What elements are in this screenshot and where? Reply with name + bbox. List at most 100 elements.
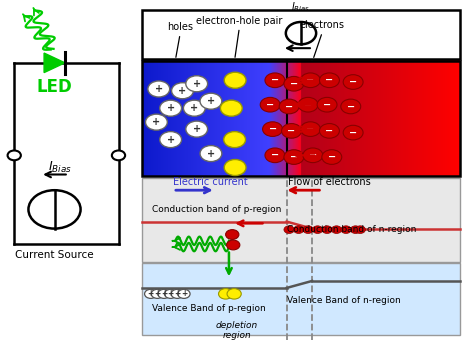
Circle shape: [263, 122, 283, 136]
Text: electrons: electrons: [300, 20, 345, 30]
Text: +: +: [207, 96, 215, 106]
Text: +: +: [181, 289, 187, 298]
Text: −: −: [287, 126, 296, 136]
Text: +: +: [167, 289, 174, 298]
Circle shape: [301, 73, 320, 88]
Text: Current Source: Current Source: [15, 250, 94, 260]
Text: −: −: [285, 102, 293, 111]
Text: −: −: [271, 75, 279, 85]
Text: −: −: [325, 75, 334, 85]
Circle shape: [265, 148, 285, 163]
Text: −: −: [328, 152, 336, 162]
Text: −: −: [306, 124, 315, 134]
Text: depletion
region: depletion region: [216, 321, 258, 340]
Circle shape: [200, 93, 222, 109]
Circle shape: [158, 289, 170, 298]
Text: +: +: [161, 289, 167, 298]
Text: +: +: [152, 117, 161, 127]
Text: Conduction band of p-region: Conduction band of p-region: [152, 205, 281, 214]
Text: +: +: [155, 84, 163, 94]
Text: Electric current: Electric current: [173, 177, 248, 187]
Text: +: +: [154, 289, 161, 298]
Circle shape: [319, 73, 339, 88]
Text: −: −: [309, 150, 317, 160]
Text: +: +: [190, 103, 199, 113]
Text: +: +: [166, 103, 175, 113]
Circle shape: [260, 97, 280, 112]
Circle shape: [343, 75, 363, 89]
Circle shape: [151, 289, 164, 298]
Circle shape: [200, 146, 222, 162]
Circle shape: [171, 289, 183, 298]
Text: $I_{Bias}$: $I_{Bias}$: [292, 0, 310, 14]
Circle shape: [8, 150, 21, 160]
Circle shape: [293, 226, 304, 233]
Circle shape: [322, 226, 332, 233]
Bar: [142, 263, 460, 335]
Circle shape: [312, 226, 323, 233]
Circle shape: [224, 72, 246, 88]
Circle shape: [28, 190, 81, 229]
Text: −: −: [325, 126, 334, 136]
Circle shape: [145, 289, 157, 298]
Text: −: −: [349, 77, 357, 87]
Circle shape: [183, 100, 205, 116]
Circle shape: [227, 240, 240, 250]
Bar: [142, 10, 460, 59]
Circle shape: [164, 289, 177, 298]
Text: LED: LED: [36, 78, 73, 96]
Circle shape: [301, 122, 320, 136]
Circle shape: [317, 97, 337, 112]
Circle shape: [160, 100, 182, 116]
Circle shape: [343, 125, 363, 140]
Circle shape: [146, 114, 167, 130]
Circle shape: [341, 226, 351, 233]
Text: −: −: [304, 100, 312, 110]
Circle shape: [303, 148, 323, 163]
Text: −: −: [290, 79, 298, 89]
Text: holes: holes: [167, 22, 193, 32]
Polygon shape: [44, 53, 65, 73]
Text: −: −: [306, 75, 315, 85]
Text: electron-hole pair: electron-hole pair: [196, 16, 283, 26]
Text: $I_{Bias}$: $I_{Bias}$: [48, 160, 72, 175]
Bar: [142, 178, 460, 262]
Circle shape: [350, 226, 361, 233]
Text: +: +: [207, 149, 215, 158]
Text: Flow of electrons: Flow of electrons: [288, 177, 371, 187]
Text: Conduction band of n-region: Conduction band of n-region: [287, 225, 416, 234]
Circle shape: [279, 99, 299, 114]
Circle shape: [282, 124, 301, 138]
Circle shape: [112, 150, 125, 160]
Text: +: +: [166, 135, 175, 144]
Circle shape: [224, 159, 246, 176]
Text: +: +: [178, 86, 187, 96]
Text: +: +: [192, 124, 201, 134]
Circle shape: [224, 132, 246, 148]
Circle shape: [303, 226, 313, 233]
Circle shape: [331, 226, 342, 233]
Circle shape: [186, 76, 208, 92]
Circle shape: [219, 289, 233, 299]
Circle shape: [220, 100, 242, 116]
Circle shape: [298, 97, 318, 112]
Circle shape: [341, 99, 361, 114]
Circle shape: [355, 226, 365, 233]
Circle shape: [284, 150, 304, 164]
Circle shape: [172, 83, 193, 99]
Circle shape: [284, 76, 304, 91]
Text: +: +: [174, 289, 181, 298]
Circle shape: [186, 121, 208, 137]
Circle shape: [160, 132, 182, 148]
Text: −: −: [268, 124, 277, 134]
Circle shape: [319, 124, 339, 138]
Text: −: −: [346, 102, 355, 111]
Circle shape: [284, 226, 294, 233]
Text: −: −: [349, 128, 357, 138]
Circle shape: [148, 81, 170, 97]
Text: Valence Band of p-region: Valence Band of p-region: [152, 304, 265, 313]
Text: −: −: [290, 152, 298, 162]
Bar: [142, 61, 460, 176]
Circle shape: [226, 230, 239, 239]
Text: −: −: [323, 100, 331, 110]
